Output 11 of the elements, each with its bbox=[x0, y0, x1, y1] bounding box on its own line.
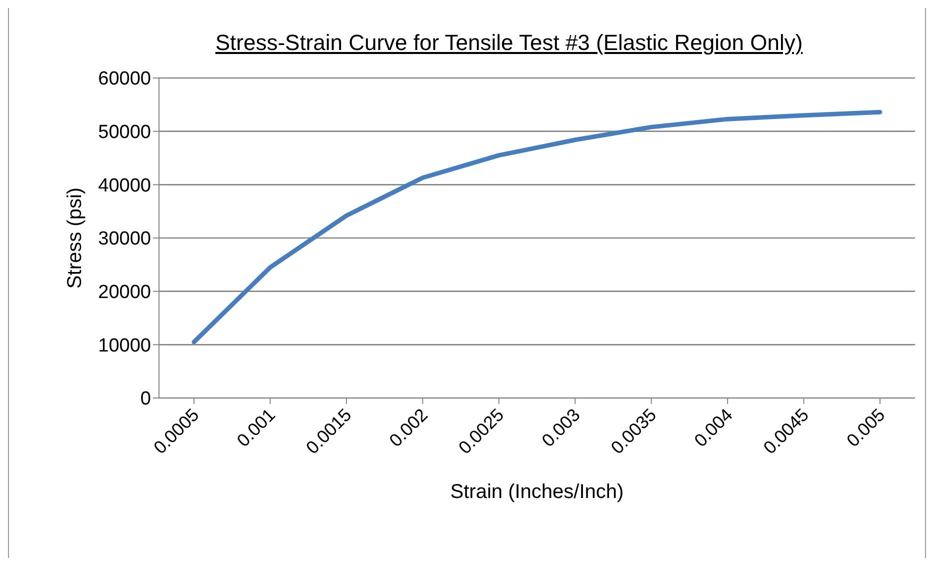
y-tick-label: 10000 bbox=[98, 335, 151, 356]
y-tick-label: 60000 bbox=[98, 68, 151, 90]
y-tick-label: 50000 bbox=[98, 122, 151, 144]
line-series bbox=[192, 110, 882, 344]
chart-title: Stress-Strain Curve for Tensile Test #3 (Elastic Region Only) bbox=[214, 30, 804, 56]
y-tick-label: 20000 bbox=[98, 282, 151, 304]
y-axis-title: Stress (psi) bbox=[64, 187, 86, 289]
y-tick-label: 40000 bbox=[98, 175, 151, 196]
y-tick-label: 0 bbox=[140, 388, 151, 410]
x-axis-title: Strain (Inches/Inch) bbox=[450, 481, 624, 503]
y-tick-label: 30000 bbox=[98, 228, 151, 250]
